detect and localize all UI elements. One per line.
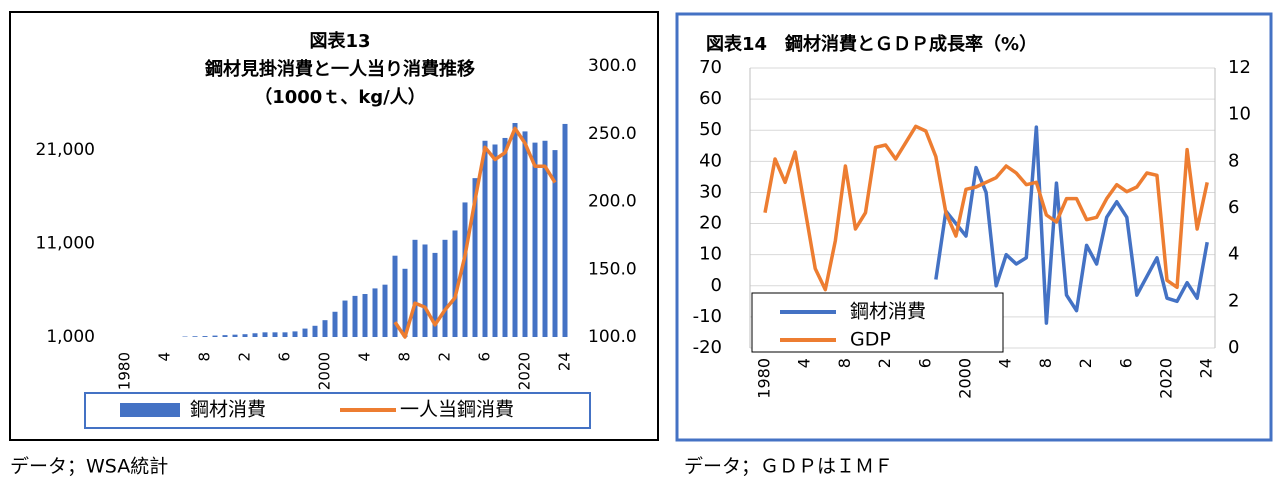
legend-swatch (120, 403, 180, 417)
tick-label: 300.0 (588, 56, 637, 76)
tick-label: 2 (1228, 290, 1239, 311)
caption: データ；ＧＤＰはＩＭＦ (684, 456, 893, 478)
x-tick-label: 24 (556, 352, 574, 371)
caption: データ；WSA統計 (10, 456, 168, 478)
x-tick-label: 1980 (755, 358, 774, 399)
x-tick-label: 6 (276, 352, 294, 362)
tick-label: 6 (1228, 197, 1239, 218)
x-tick-label: 4 (795, 358, 814, 368)
tick-label: -10 (693, 306, 722, 327)
bar (293, 331, 298, 337)
tick-label: 11,000 (36, 234, 95, 254)
bar (233, 335, 238, 337)
bar (563, 124, 568, 337)
bar (483, 141, 488, 337)
tick-label: 60 (699, 88, 722, 109)
bar (333, 312, 338, 337)
x-tick-label: 8 (1036, 358, 1055, 368)
chart-title: 図表14 鋼材消費とＧＤＰ成長率（%） (706, 33, 1037, 55)
x-tick-label: 6 (476, 352, 494, 362)
legend-label: GDP (850, 329, 891, 351)
bar (193, 336, 198, 337)
legend-label: 鋼材消費 (190, 399, 266, 421)
x-tick-label: 2 (236, 352, 254, 362)
tick-label: 0 (1228, 337, 1239, 358)
legend-label: 鋼材消費 (850, 301, 926, 323)
bar (493, 144, 498, 337)
chart-title: （1000ｔ、kg/人） (254, 87, 426, 108)
bar (273, 332, 278, 337)
chart-title: 図表13 (309, 30, 370, 52)
tick-label: 70 (699, 57, 722, 78)
legend-label: 一人当鋼消費 (400, 399, 514, 421)
bar (283, 332, 288, 337)
tick-label: 30 (699, 181, 722, 202)
bar (343, 301, 348, 337)
tick-label: 8 (1228, 150, 1239, 171)
tick-label: 10 (699, 244, 722, 265)
bar (223, 335, 228, 337)
bar (213, 336, 218, 337)
tick-label: 250.0 (588, 124, 637, 144)
tick-label: -20 (693, 337, 722, 358)
x-tick-label: 6 (915, 358, 934, 368)
x-tick-label: 4 (156, 352, 174, 362)
tick-label: 100.0 (588, 327, 637, 347)
bar (263, 332, 268, 337)
chart-title: 鋼材見掛消費と一人当り消費推移 (204, 58, 475, 80)
x-tick-label: 2000 (956, 358, 975, 399)
x-tick-label: 24 (1197, 358, 1216, 378)
bar (253, 333, 258, 337)
x-tick-label: 8 (835, 358, 854, 368)
bar (513, 123, 518, 337)
bar (443, 240, 448, 337)
x-tick-label: 2 (1076, 358, 1095, 368)
tick-label: 21,000 (36, 140, 95, 160)
bar (313, 326, 318, 337)
bar (353, 296, 358, 337)
x-tick-label: 2020 (516, 352, 534, 390)
bar (373, 288, 378, 337)
bar (363, 294, 368, 337)
tick-label: 0 (711, 275, 722, 296)
bar (303, 329, 308, 337)
tick-label: 40 (699, 150, 722, 171)
bar (383, 285, 388, 337)
bar (413, 240, 418, 337)
tick-label: 50 (699, 119, 722, 140)
x-tick-label: 4 (996, 358, 1015, 368)
x-tick-label: 6 (1116, 358, 1135, 368)
bar (323, 320, 328, 337)
tick-label: 4 (1228, 244, 1239, 265)
tick-label: 1,000 (46, 327, 95, 347)
tick-label: 150.0 (588, 259, 637, 279)
x-tick-label: 1980 (116, 352, 134, 390)
x-tick-label: 2 (436, 352, 454, 362)
tick-label: 200.0 (588, 192, 637, 212)
bar (523, 131, 528, 337)
tick-label: 12 (1228, 57, 1251, 78)
x-tick-label: 8 (196, 352, 214, 362)
x-tick-label: 2000 (316, 352, 334, 390)
tick-label: 20 (699, 213, 722, 234)
tick-label: 10 (1228, 104, 1251, 125)
x-tick-label: 2 (875, 358, 894, 368)
x-tick-label: 4 (356, 352, 374, 362)
bar (503, 138, 508, 337)
bar (423, 244, 428, 337)
bar (533, 143, 538, 337)
x-tick-label: 8 (396, 352, 414, 362)
bar (243, 334, 248, 337)
x-tick-label: 2020 (1157, 358, 1176, 399)
bar (203, 336, 208, 337)
